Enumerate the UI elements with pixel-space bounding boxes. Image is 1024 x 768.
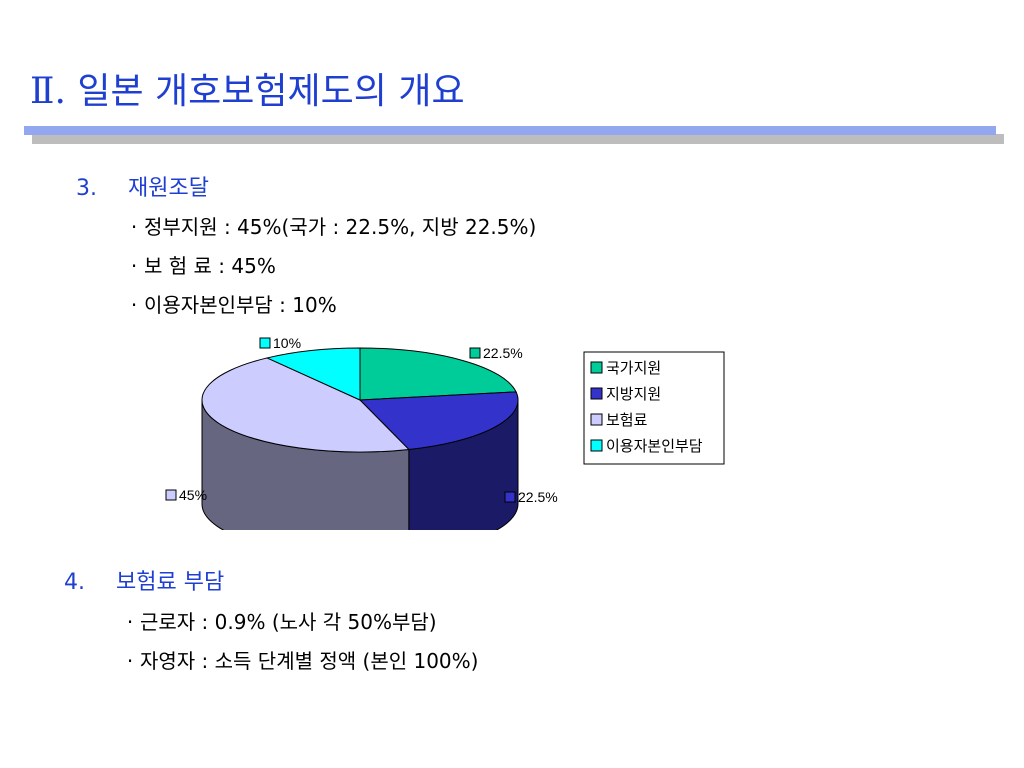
bullet-text: 이용자본인부담 : 10%: [144, 293, 337, 317]
bullet-dot: ·: [126, 610, 134, 634]
legend-label-3: 보험료: [606, 411, 648, 429]
section-4-title: 보험료 부담: [116, 570, 225, 595]
section-3-bullet-3: · 이용자본인부담 : 10%: [124, 289, 337, 318]
data-label-4: 10%: [259, 335, 301, 351]
data-label-key: [259, 337, 271, 349]
section-3-number: 3.: [76, 176, 97, 201]
data-label-key: [165, 489, 177, 501]
bullet-text: 보 험 료 : 45%: [144, 254, 276, 278]
bullet-dot: ·: [126, 649, 134, 673]
section-4-heading: 4. 보험료 부담: [64, 564, 224, 596]
title-rule-shadow: [32, 134, 1004, 144]
bullet-text: 근로자 : 0.9% (노사 각 50%부담): [140, 610, 437, 634]
section-3-heading: 3. 재원조달: [76, 170, 209, 202]
legend-label-2: 지방지원: [606, 385, 661, 403]
legend-label-1: 국가지원: [606, 359, 661, 377]
data-label-text: 22.5%: [483, 345, 523, 361]
bullet-dot: ·: [130, 215, 138, 239]
data-label-3: 45%: [165, 487, 207, 503]
pie-slice-2: [358, 391, 519, 450]
data-label-key: [469, 347, 481, 359]
legend-label-4: 이용자본인부담: [606, 437, 703, 455]
data-label-text: 22.5%: [518, 489, 558, 505]
legend-swatch-2: [590, 387, 603, 400]
section-4-number: 4.: [64, 570, 85, 595]
bullet-dot: ·: [130, 293, 138, 317]
pie-slice-4: [265, 347, 361, 401]
section-3-bullet-2: · 보 험 료 : 45%: [124, 250, 276, 279]
legend-box: [583, 351, 725, 465]
data-label-text: 10%: [273, 335, 301, 351]
bullet-dot: ·: [130, 254, 138, 278]
data-label-2: 22.5%: [504, 489, 558, 505]
legend-swatch-3: [590, 413, 603, 426]
data-label-1: 22.5%: [469, 345, 523, 361]
bullet-text: 자영자 : 소득 단계별 정액 (본인 100%): [140, 649, 479, 673]
section-4-bullet-2: · 자영자 : 소득 단계별 정액 (본인 100%): [120, 645, 479, 674]
pie-slice-3: [201, 357, 410, 453]
legend-swatch-1: [590, 361, 603, 374]
pie-slice-1: [359, 347, 517, 401]
legend-swatch-4: [590, 439, 603, 452]
section-3-title: 재원조달: [128, 176, 209, 201]
title-rule: [24, 126, 996, 135]
section-4-bullet-1: · 근로자 : 0.9% (노사 각 50%부담): [120, 606, 437, 635]
page-title: Ⅱ. 일본 개호보험제도의 개요: [30, 71, 465, 112]
data-label-text: 45%: [179, 487, 207, 503]
data-label-key: [504, 491, 516, 503]
bullet-text: 정부지원 : 45%(국가 : 22.5%, 지방 22.5%): [144, 215, 537, 239]
section-3-bullet-1: · 정부지원 : 45%(국가 : 22.5%, 지방 22.5%): [124, 211, 537, 240]
